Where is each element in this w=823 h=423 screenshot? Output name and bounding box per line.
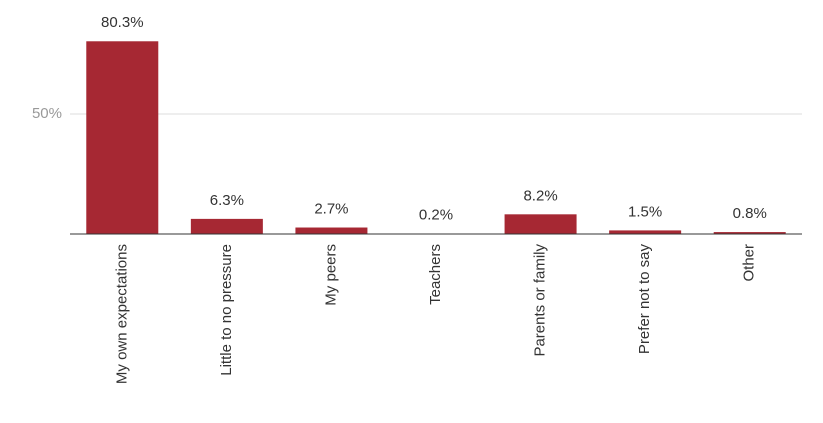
x-tick-label: Teachers [427, 244, 444, 305]
value-label: 8.2% [523, 187, 557, 204]
bar [713, 232, 786, 234]
bar [504, 214, 577, 234]
bar [190, 218, 263, 234]
x-tick-label: Parents or family [532, 244, 549, 357]
bar [609, 230, 682, 234]
value-label: 0.8% [733, 205, 767, 222]
value-label: 0.2% [419, 206, 453, 223]
value-label: 2.7% [314, 200, 348, 217]
x-tick-label: Prefer not to say [636, 244, 653, 355]
x-tick-label: Other [741, 244, 758, 282]
x-tick-label: My peers [322, 244, 339, 306]
value-label: 80.3% [101, 14, 144, 31]
bar [295, 227, 368, 234]
bar [86, 41, 159, 234]
y-tick-label: 50% [32, 105, 62, 122]
value-label: 1.5% [628, 203, 662, 220]
x-tick-label: Little to no pressure [218, 244, 235, 376]
x-tick-label: My own expectations [113, 244, 130, 384]
value-label: 6.3% [210, 192, 244, 209]
